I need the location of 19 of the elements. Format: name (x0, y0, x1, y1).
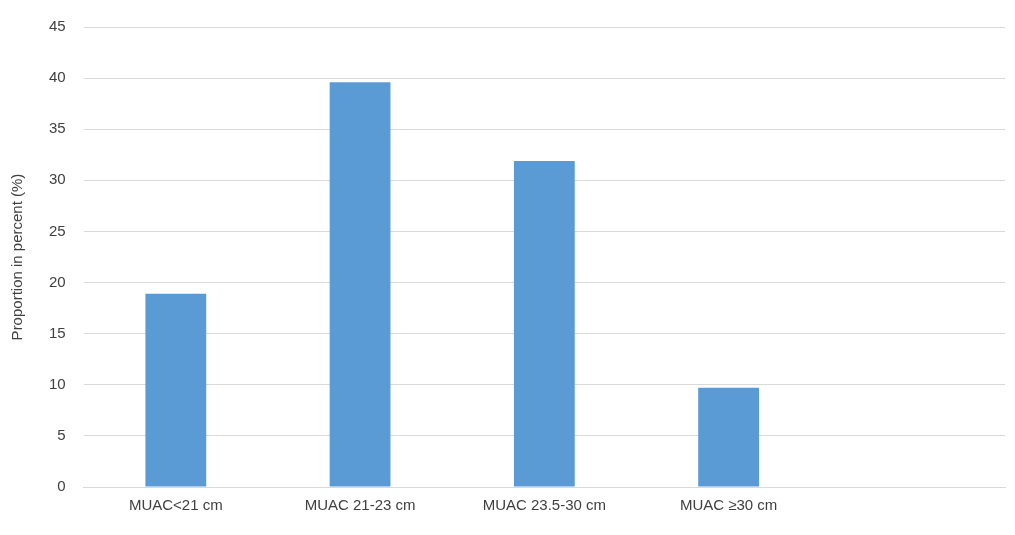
y-tick-label: 10 (49, 374, 66, 392)
y-tick-label: 5 (57, 426, 66, 444)
bar (329, 82, 391, 487)
x-tick-label: MUAC<21 cm (128, 496, 223, 514)
y-tick-label: 45 (49, 17, 66, 35)
y-tick-label: 20 (49, 272, 66, 290)
y-axis-title: Proportion in percent (%) (8, 173, 26, 341)
bar (698, 387, 760, 487)
bar (145, 293, 207, 487)
y-tick-label: 30 (49, 170, 66, 188)
y-tick-label: 15 (49, 323, 66, 341)
y-tick-label: 35 (49, 119, 66, 137)
x-tick-label: MUAC 23.5-30 cm (482, 496, 607, 514)
y-tick-label: 40 (49, 68, 66, 86)
x-tick-label: MUAC ≥30 cm (679, 496, 778, 514)
x-tick-label: MUAC 21-23 cm (304, 496, 416, 514)
y-tick-label: 25 (49, 221, 66, 239)
y-tick-label: 0 (57, 477, 66, 495)
bar (513, 160, 575, 487)
